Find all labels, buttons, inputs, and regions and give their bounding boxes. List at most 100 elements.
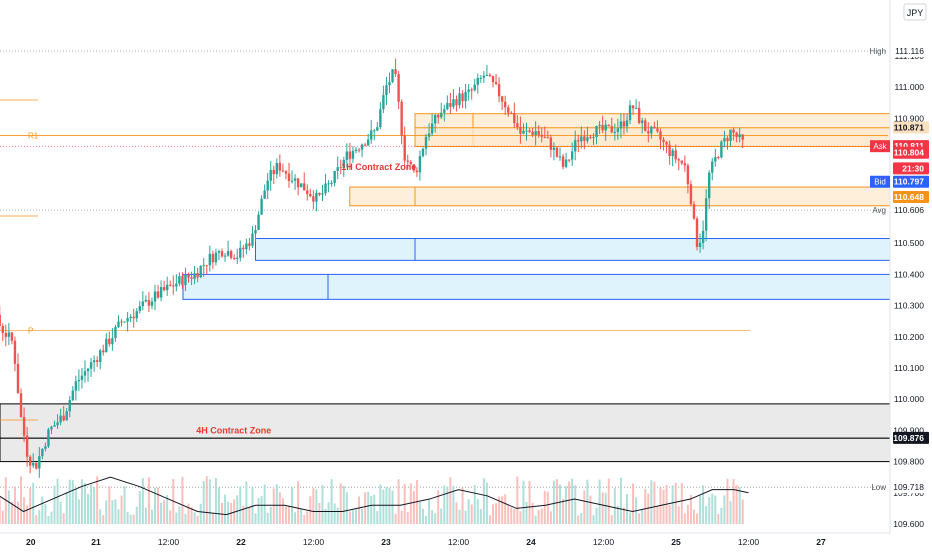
candle-body[interactable] bbox=[503, 101, 507, 108]
candle-body[interactable] bbox=[74, 381, 78, 391]
candle-body[interactable] bbox=[77, 379, 81, 382]
candle-body[interactable] bbox=[248, 243, 251, 246]
candle-body[interactable] bbox=[507, 107, 510, 113]
candle-body[interactable] bbox=[22, 416, 26, 436]
candle-body[interactable] bbox=[339, 167, 342, 169]
candle-body[interactable] bbox=[126, 318, 129, 322]
candle-body[interactable] bbox=[357, 149, 361, 151]
candle-body[interactable] bbox=[701, 230, 705, 243]
candle-body[interactable] bbox=[32, 462, 35, 466]
candle-body[interactable] bbox=[567, 159, 571, 161]
candle-body[interactable] bbox=[589, 137, 592, 139]
candle-body[interactable] bbox=[558, 156, 562, 158]
candle-body[interactable] bbox=[208, 253, 212, 266]
candle-body[interactable] bbox=[138, 306, 141, 312]
candle-body[interactable] bbox=[625, 120, 629, 127]
zone-orange-2[interactable] bbox=[349, 186, 891, 207]
candle-body[interactable] bbox=[452, 99, 455, 107]
zone-blue-3[interactable] bbox=[255, 238, 891, 261]
candle-body[interactable] bbox=[199, 266, 202, 278]
candle-body[interactable] bbox=[735, 132, 738, 138]
candle-body[interactable] bbox=[309, 193, 312, 197]
candle-body[interactable] bbox=[543, 136, 546, 138]
candle-body[interactable] bbox=[263, 190, 266, 199]
candle-body[interactable] bbox=[236, 257, 239, 259]
candle-body[interactable] bbox=[181, 276, 184, 286]
candle-body[interactable] bbox=[373, 130, 376, 132]
candle-body[interactable] bbox=[583, 136, 586, 141]
candle-body[interactable] bbox=[717, 157, 720, 159]
candle-body[interactable] bbox=[686, 165, 690, 185]
candle-body[interactable] bbox=[522, 130, 525, 134]
candle-body[interactable] bbox=[470, 89, 473, 91]
candle-body[interactable] bbox=[59, 415, 62, 423]
candle-body[interactable] bbox=[102, 350, 105, 353]
candle-body[interactable] bbox=[120, 321, 123, 323]
candle-body[interactable] bbox=[406, 160, 409, 162]
candle-body[interactable] bbox=[531, 131, 534, 135]
candle-body[interactable] bbox=[644, 120, 647, 132]
candle-body[interactable] bbox=[187, 274, 190, 278]
candle-body[interactable] bbox=[321, 193, 324, 195]
candle-body[interactable] bbox=[714, 157, 717, 162]
candle-body[interactable] bbox=[379, 109, 382, 128]
zone-gray-6[interactable] bbox=[0, 437, 891, 463]
candle-body[interactable] bbox=[159, 287, 163, 298]
candle-body[interactable] bbox=[485, 74, 489, 76]
candle-body[interactable] bbox=[610, 126, 613, 133]
candle-body[interactable] bbox=[327, 183, 330, 185]
candle-body[interactable] bbox=[132, 316, 135, 319]
candle-body[interactable] bbox=[692, 204, 696, 219]
candle-body[interactable] bbox=[525, 130, 528, 132]
candle-body[interactable] bbox=[595, 126, 598, 137]
candle-body[interactable] bbox=[720, 141, 723, 158]
candle-body[interactable] bbox=[287, 173, 291, 182]
candle-body[interactable] bbox=[415, 170, 419, 173]
candle-body[interactable] bbox=[455, 99, 458, 106]
candle-body[interactable] bbox=[272, 169, 275, 175]
candle-body[interactable] bbox=[385, 85, 388, 96]
candle-body[interactable] bbox=[232, 257, 236, 259]
candle-body[interactable] bbox=[421, 148, 425, 157]
candle-body[interactable] bbox=[175, 283, 178, 287]
candle-body[interactable] bbox=[336, 167, 339, 171]
candle-body[interactable] bbox=[290, 180, 294, 182]
candle-body[interactable] bbox=[178, 276, 181, 284]
candle-body[interactable] bbox=[729, 129, 732, 142]
candle-body[interactable] bbox=[245, 243, 248, 250]
candle-body[interactable] bbox=[662, 139, 665, 143]
candle-body[interactable] bbox=[619, 121, 623, 129]
candle-body[interactable] bbox=[162, 287, 166, 291]
candle-body[interactable] bbox=[440, 112, 443, 118]
candle-body[interactable] bbox=[324, 183, 327, 194]
candle-body[interactable] bbox=[537, 131, 540, 135]
candle-body[interactable] bbox=[741, 134, 744, 140]
candle-body[interactable] bbox=[315, 192, 318, 202]
candle-body[interactable] bbox=[601, 124, 604, 131]
candle-body[interactable] bbox=[613, 131, 617, 133]
candle-body[interactable] bbox=[275, 162, 279, 175]
candle-body[interactable] bbox=[519, 127, 522, 134]
candle-body[interactable] bbox=[546, 137, 550, 139]
candle-body[interactable] bbox=[561, 156, 565, 167]
candle-body[interactable] bbox=[284, 171, 288, 174]
candle-body[interactable] bbox=[641, 120, 644, 124]
candle-body[interactable] bbox=[62, 415, 65, 421]
candle-body[interactable] bbox=[239, 247, 242, 258]
candle-body[interactable] bbox=[184, 274, 187, 286]
candle-body[interactable] bbox=[723, 138, 726, 142]
zone-blue-4[interactable] bbox=[182, 273, 891, 300]
candle-body[interactable] bbox=[28, 456, 32, 466]
candle-body[interactable] bbox=[80, 375, 84, 380]
candle-body[interactable] bbox=[479, 77, 483, 79]
currency-badge[interactable]: JPY bbox=[903, 3, 927, 21]
candle-body[interactable] bbox=[650, 126, 653, 134]
candle-body[interactable] bbox=[400, 101, 403, 136]
candle-body[interactable] bbox=[656, 128, 659, 132]
candle-body[interactable] bbox=[269, 169, 272, 181]
candle-body[interactable] bbox=[528, 130, 531, 132]
candle-body[interactable] bbox=[482, 75, 486, 78]
candle-body[interactable] bbox=[443, 109, 446, 113]
candle-body[interactable] bbox=[299, 183, 303, 188]
candle-body[interactable] bbox=[229, 251, 233, 258]
